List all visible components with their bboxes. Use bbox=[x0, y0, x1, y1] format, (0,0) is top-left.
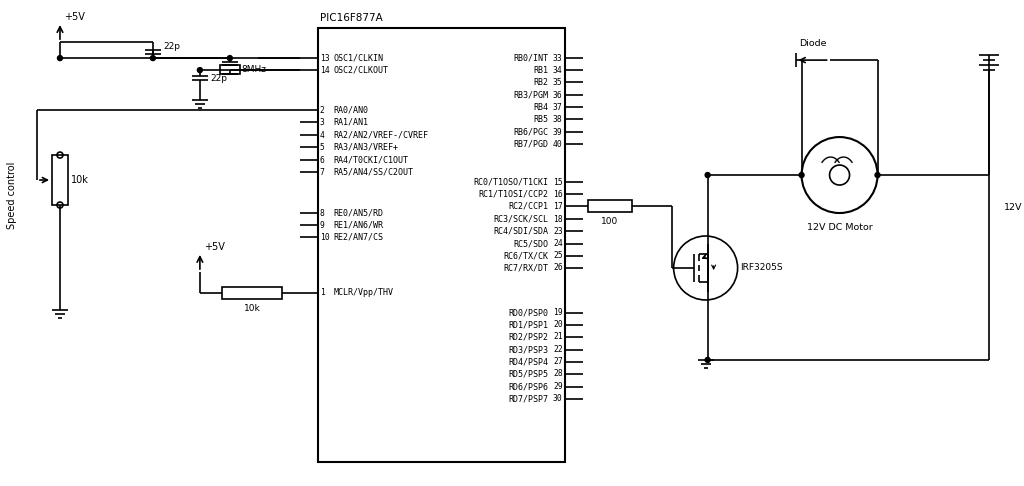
Text: RC0/T1OSO/T1CKI: RC0/T1OSO/T1CKI bbox=[474, 177, 549, 187]
Text: RB4: RB4 bbox=[534, 103, 549, 112]
Text: RA0/AN0: RA0/AN0 bbox=[334, 105, 369, 115]
Text: 15: 15 bbox=[553, 177, 563, 187]
Text: 27: 27 bbox=[553, 357, 563, 366]
Circle shape bbox=[706, 357, 710, 363]
Text: RD6/PSP6: RD6/PSP6 bbox=[509, 382, 549, 391]
Text: 2: 2 bbox=[319, 105, 325, 115]
Text: RD3/PSP3: RD3/PSP3 bbox=[509, 346, 549, 354]
Text: 8: 8 bbox=[319, 208, 325, 218]
Text: RA4/T0CKI/C1OUT: RA4/T0CKI/C1OUT bbox=[334, 156, 409, 165]
Text: RA3/AN3/VREF+: RA3/AN3/VREF+ bbox=[334, 142, 398, 152]
Text: +5V: +5V bbox=[63, 12, 85, 22]
Text: +5V: +5V bbox=[204, 242, 224, 252]
Circle shape bbox=[227, 55, 232, 61]
Text: RA5/AN4/SS/C2OUT: RA5/AN4/SS/C2OUT bbox=[334, 168, 414, 176]
Text: 13: 13 bbox=[319, 53, 330, 63]
Text: IRF3205S: IRF3205S bbox=[740, 263, 783, 273]
Text: 17: 17 bbox=[553, 202, 563, 210]
Text: 28: 28 bbox=[553, 369, 563, 379]
Circle shape bbox=[799, 173, 804, 177]
Text: 1: 1 bbox=[319, 289, 325, 297]
Text: 22p: 22p bbox=[210, 73, 227, 83]
Text: 23: 23 bbox=[553, 226, 563, 236]
Text: 29: 29 bbox=[553, 382, 563, 391]
Text: 10: 10 bbox=[319, 232, 330, 242]
Text: 16: 16 bbox=[553, 190, 563, 198]
Bar bbox=[220, 65, 240, 74]
Text: RC1/T1OSI/CCP2: RC1/T1OSI/CCP2 bbox=[478, 190, 549, 198]
Text: 34: 34 bbox=[553, 66, 563, 74]
Text: 22p: 22p bbox=[163, 42, 180, 51]
Text: 26: 26 bbox=[553, 263, 563, 273]
Text: RE1/AN6/WR: RE1/AN6/WR bbox=[334, 221, 384, 229]
Text: PIC16F877A: PIC16F877A bbox=[319, 13, 383, 23]
Text: 10k: 10k bbox=[244, 304, 260, 313]
Text: 12V DC Motor: 12V DC Motor bbox=[807, 223, 872, 231]
Bar bbox=[52, 155, 68, 205]
Text: 8MHz: 8MHz bbox=[242, 65, 267, 73]
Text: 25: 25 bbox=[553, 251, 563, 260]
Text: 18: 18 bbox=[553, 214, 563, 224]
Text: 21: 21 bbox=[553, 332, 563, 342]
Text: 33: 33 bbox=[553, 53, 563, 63]
Text: RB2: RB2 bbox=[534, 78, 549, 87]
Text: RB1: RB1 bbox=[534, 66, 549, 74]
Circle shape bbox=[876, 173, 880, 177]
Text: RC5/SDO: RC5/SDO bbox=[514, 240, 549, 248]
Text: RB5: RB5 bbox=[534, 115, 549, 123]
Text: RE0/AN5/RD: RE0/AN5/RD bbox=[334, 208, 384, 218]
Text: 37: 37 bbox=[553, 103, 563, 112]
Bar bbox=[588, 200, 632, 212]
Text: RD5/PSP5: RD5/PSP5 bbox=[509, 369, 549, 379]
Circle shape bbox=[151, 55, 156, 61]
Bar bbox=[222, 287, 282, 299]
Text: RB0/INT: RB0/INT bbox=[514, 53, 549, 63]
Text: RB7/PGD: RB7/PGD bbox=[514, 139, 549, 149]
Text: RC7/RX/DT: RC7/RX/DT bbox=[504, 263, 549, 273]
Text: RD2/PSP2: RD2/PSP2 bbox=[509, 332, 549, 342]
Text: OSC1/CLKIN: OSC1/CLKIN bbox=[334, 53, 384, 63]
Text: RB6/PGC: RB6/PGC bbox=[514, 127, 549, 137]
Text: 14: 14 bbox=[319, 66, 330, 74]
Text: 35: 35 bbox=[553, 78, 563, 87]
Text: 9: 9 bbox=[319, 221, 325, 229]
Text: 30: 30 bbox=[553, 395, 563, 403]
Text: 5: 5 bbox=[319, 142, 325, 152]
Text: RC2/CCP1: RC2/CCP1 bbox=[509, 202, 549, 210]
Text: 3: 3 bbox=[319, 118, 325, 126]
Text: 7: 7 bbox=[319, 168, 325, 176]
Text: RD0/PSP0: RD0/PSP0 bbox=[509, 309, 549, 317]
Bar bbox=[317, 28, 564, 462]
Circle shape bbox=[198, 68, 203, 72]
Text: 4: 4 bbox=[319, 131, 325, 139]
Text: RA1/AN1: RA1/AN1 bbox=[334, 118, 369, 126]
Text: Speed control: Speed control bbox=[7, 161, 17, 229]
Text: 100: 100 bbox=[601, 217, 618, 226]
Text: RD4/PSP4: RD4/PSP4 bbox=[509, 357, 549, 366]
Text: 19: 19 bbox=[553, 309, 563, 317]
Text: 12V: 12V bbox=[1004, 203, 1022, 212]
Text: 40: 40 bbox=[553, 139, 563, 149]
Text: RD1/PSP1: RD1/PSP1 bbox=[509, 320, 549, 330]
Text: RC4/SDI/SDA: RC4/SDI/SDA bbox=[494, 226, 549, 236]
Text: 22: 22 bbox=[553, 346, 563, 354]
Text: RD7/PSP7: RD7/PSP7 bbox=[509, 395, 549, 403]
Text: 20: 20 bbox=[553, 320, 563, 330]
Text: RE2/AN7/CS: RE2/AN7/CS bbox=[334, 232, 384, 242]
Text: RA2/AN2/VREF-/CVREF: RA2/AN2/VREF-/CVREF bbox=[334, 131, 429, 139]
Text: RC6/TX/CK: RC6/TX/CK bbox=[504, 251, 549, 260]
Text: MCLR/Vpp/THV: MCLR/Vpp/THV bbox=[334, 289, 394, 297]
Text: 36: 36 bbox=[553, 90, 563, 100]
Text: OSC2/CLKOUT: OSC2/CLKOUT bbox=[334, 66, 389, 74]
Text: RC3/SCK/SCL: RC3/SCK/SCL bbox=[494, 214, 549, 224]
Circle shape bbox=[57, 55, 62, 61]
Text: RB3/PGM: RB3/PGM bbox=[514, 90, 549, 100]
Text: 24: 24 bbox=[553, 240, 563, 248]
Text: 6: 6 bbox=[319, 156, 325, 165]
Circle shape bbox=[706, 173, 710, 177]
Text: 10k: 10k bbox=[71, 175, 89, 185]
Text: 39: 39 bbox=[553, 127, 563, 137]
Text: 38: 38 bbox=[553, 115, 563, 123]
Text: Diode: Diode bbox=[799, 39, 826, 48]
